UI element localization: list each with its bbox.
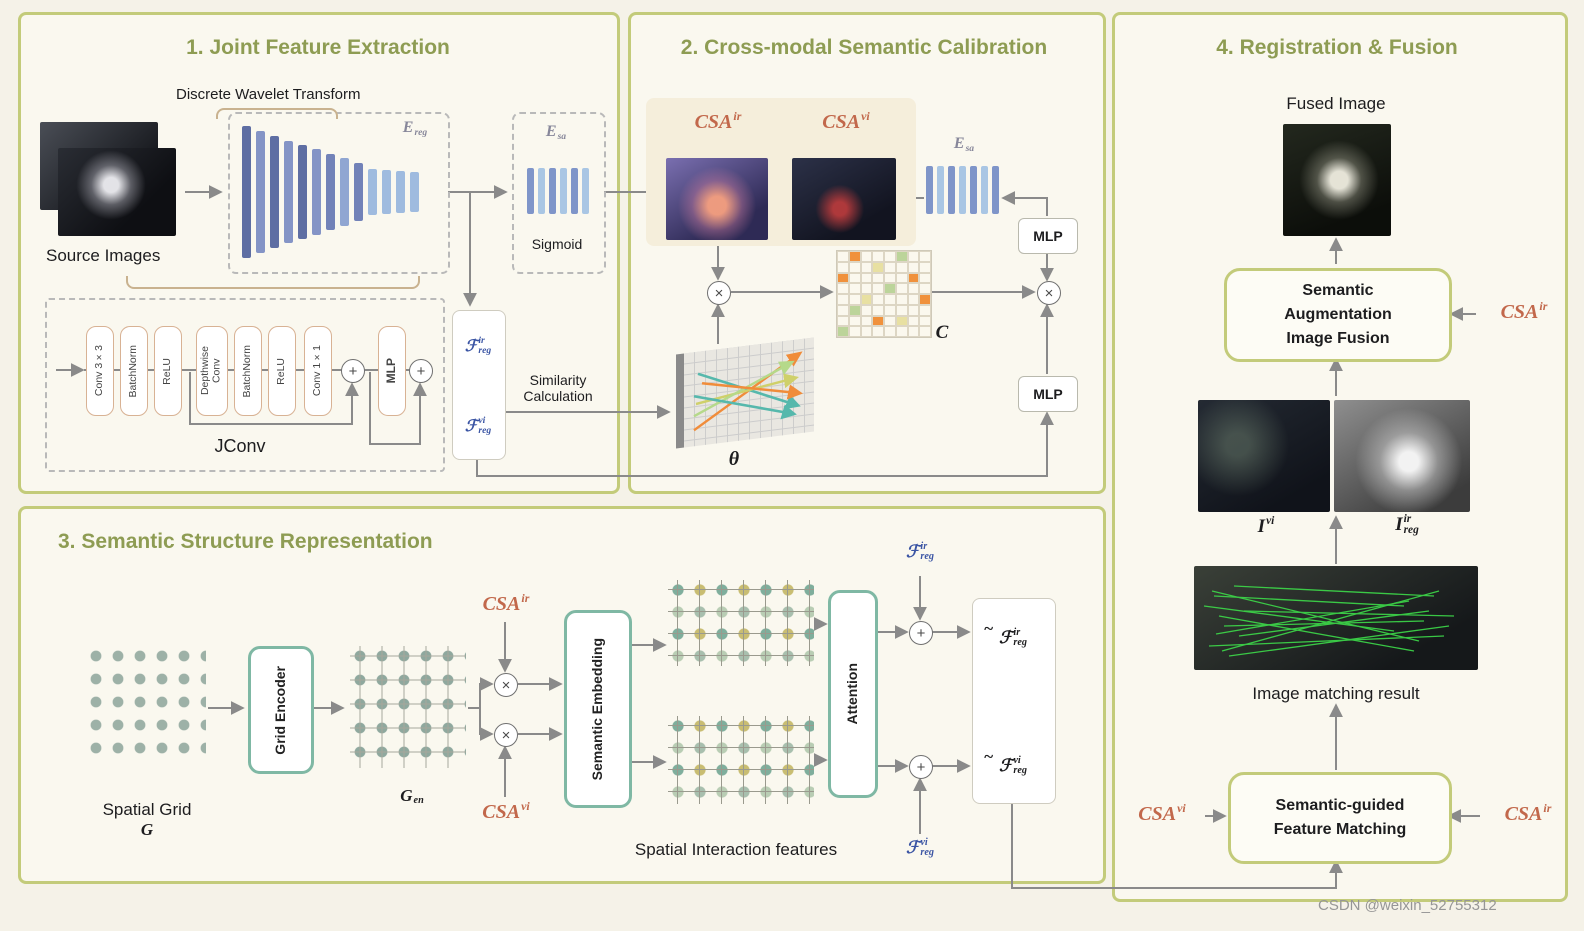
- jconv-block-batchnorm1-label: BatchNorm: [127, 344, 140, 398]
- spatial-grid-label: Spatial Grid G: [62, 780, 232, 840]
- csa-ir-label-p3: CSA ir: [482, 591, 530, 615]
- freg-features-box: [452, 310, 506, 460]
- source-image-visible: [58, 148, 176, 236]
- csa-vi-label-p3: CSA vi: [482, 799, 530, 823]
- grid-encoder-label: Grid Encoder: [272, 665, 289, 755]
- jconv-block-batchnorm2: BatchNorm: [234, 326, 262, 416]
- encoder-sa-box: [512, 112, 606, 274]
- jconv-block-relu1-label: ReLU: [161, 357, 174, 385]
- jconv-block-conv1x1: Conv 1×1: [304, 326, 332, 416]
- add-op-icon: +: [341, 359, 365, 383]
- source-images-label: Source Images: [46, 246, 161, 265]
- add-op-icon: +: [909, 755, 933, 779]
- multiply-op-icon: ×: [494, 723, 518, 747]
- registered-visible-image: [1198, 400, 1330, 512]
- add-op-icon: +: [409, 359, 433, 383]
- image-matching-result-image: [1194, 566, 1478, 670]
- image-matching-result-label: Image matching result: [1252, 684, 1420, 703]
- panel3-title: 3. Semantic Structure Representation: [58, 530, 433, 553]
- csa-vi-image: [792, 158, 896, 240]
- correlation-matrix: [836, 250, 932, 338]
- panel1-title: 1. Joint Feature Extraction: [186, 36, 450, 59]
- jconv-block-relu2-label: ReLU: [275, 357, 288, 385]
- multiply-op-icon: ×: [494, 673, 518, 697]
- csa-ir-image: [666, 158, 768, 240]
- attention-box: Attention: [828, 590, 878, 798]
- add-op-icon: +: [909, 621, 933, 645]
- jconv-mlp-label: MLP: [384, 358, 399, 384]
- fused-image-label: Fused Image: [1286, 94, 1386, 113]
- mlp-bottom-box: MLP: [1018, 376, 1078, 412]
- jconv-block-depthwise-label: Depthwise Conv: [199, 346, 223, 396]
- encoder-reg-bars: [242, 122, 438, 262]
- watermark: CSDN @weixin_52755312: [1318, 897, 1497, 914]
- interaction-grid-vi: [668, 716, 814, 804]
- jconv-block-depthwise: Depthwise Conv: [196, 326, 228, 416]
- semantic-guided-matching-box: Semantic-guided Feature Matching: [1228, 772, 1452, 864]
- multiply-op-icon: ×: [707, 281, 731, 305]
- jconv-block-relu2: ReLU: [268, 326, 296, 416]
- semantic-augmentation-fusion-box: Semantic Augmentation Image Fusion: [1224, 268, 1452, 362]
- semantic-embedding-box: Semantic Embedding: [564, 610, 632, 808]
- grid-encoder-box: Grid Encoder: [248, 646, 314, 774]
- fused-features-box: [972, 598, 1056, 804]
- spatial-grid-symbol: G: [140, 820, 154, 839]
- csa-ir-label-matching: CSA ir: [1504, 801, 1552, 825]
- jconv-label: JConv: [214, 436, 266, 456]
- interaction-grid-ir: [668, 580, 814, 666]
- jconv-brace: [126, 276, 420, 289]
- csa-vi-label-matching: CSA vi: [1138, 801, 1186, 825]
- jconv-block-conv1x1-label: Conv 1×1: [311, 345, 324, 397]
- matching-lines: [1203, 585, 1455, 657]
- attention-label: Attention: [844, 663, 861, 725]
- jconv-block-batchnorm2-label: BatchNorm: [241, 344, 254, 398]
- dwt-label: Discrete Wavelet Transform: [176, 86, 361, 103]
- panel4-title: 4. Registration & Fusion: [1216, 36, 1458, 59]
- csa-ir-label-p2: CSA ir: [694, 109, 742, 133]
- theta-label: θ: [728, 448, 740, 470]
- jconv-block-batchnorm1: BatchNorm: [120, 326, 148, 416]
- interaction-features-label: Spatial Interaction features: [634, 840, 838, 859]
- fused-image: [1283, 124, 1391, 236]
- registered-infrared-image: [1334, 400, 1470, 512]
- encoder-reg-box: [228, 112, 450, 274]
- encoder-sa-bars: [527, 166, 591, 216]
- c-matrix-label: C: [935, 322, 949, 343]
- jconv-block-conv3x3-label: Conv 3×3: [93, 345, 106, 397]
- jconv-block-relu1: ReLU: [154, 326, 182, 416]
- dwt-brace: [216, 108, 338, 119]
- encoded-grid: [350, 646, 466, 768]
- panel2-title: 2. Cross-modal Semantic Calibration: [680, 36, 1048, 59]
- spatial-grid-label-text: Spatial Grid: [102, 800, 192, 819]
- jconv-block-conv3x3: Conv 3×3: [86, 326, 114, 416]
- e-sa-bars-p2: [926, 164, 1002, 216]
- csa-vi-label-p2: CSA vi: [822, 109, 870, 133]
- multiply-op-icon: ×: [1037, 281, 1061, 305]
- semantic-embedding-label: Semantic Embedding: [589, 637, 606, 781]
- sigmoid-label: Sigmoid: [531, 236, 583, 252]
- theta-flow-arrows: [693, 351, 803, 432]
- csa-ir-label-fusion: CSA ir: [1500, 299, 1548, 323]
- theta-similarity-block: [676, 337, 814, 449]
- mlp-top-box: MLP: [1018, 218, 1078, 254]
- spatial-grid: [86, 646, 206, 764]
- similarity-calculation-label: Similarity Calculation: [523, 372, 593, 404]
- jconv-box: [45, 298, 445, 472]
- jconv-block-mlp: MLP: [378, 326, 406, 416]
